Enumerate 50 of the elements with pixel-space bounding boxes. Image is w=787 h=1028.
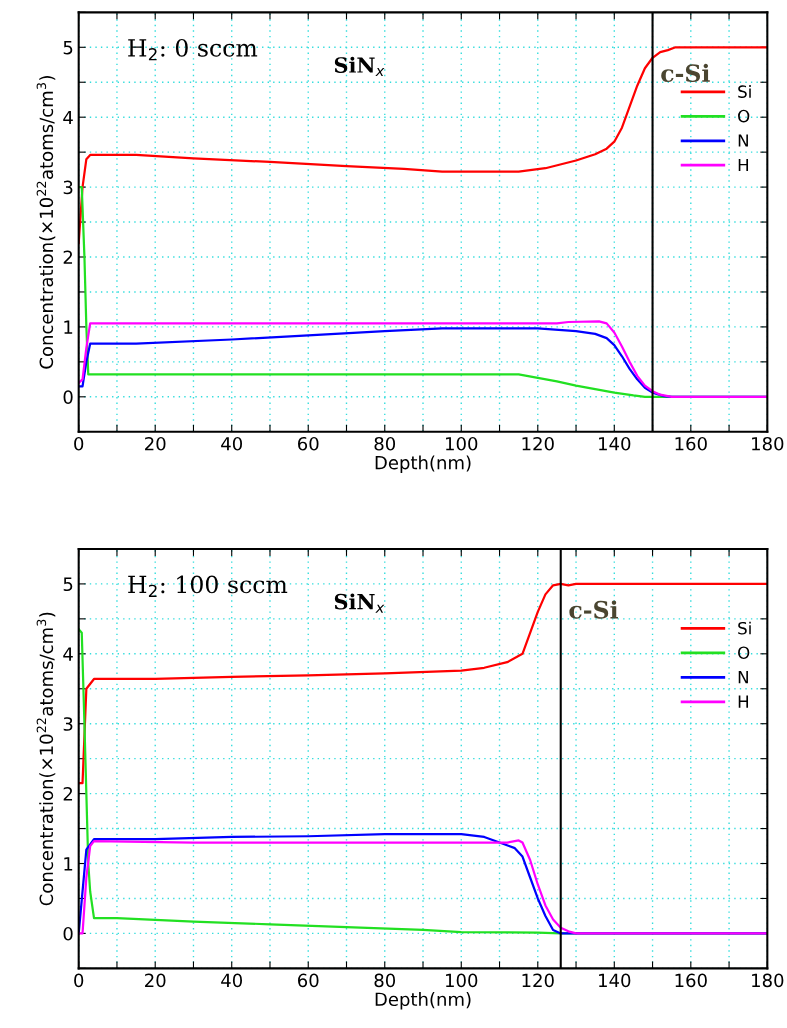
x-tick-label: 160 bbox=[675, 436, 707, 451]
legend-label: H bbox=[738, 158, 749, 172]
x-tick-label: 40 bbox=[221, 973, 243, 988]
x-tick-label: 60 bbox=[298, 436, 319, 451]
y-tick-label: 0 bbox=[63, 926, 73, 941]
x-axis-title: Depth(nm) bbox=[375, 455, 471, 473]
x-tick-label: 180 bbox=[752, 436, 784, 451]
y-tick-label: 4 bbox=[63, 110, 73, 125]
x-tick-label: 60 bbox=[298, 973, 319, 988]
annotation: SiN$_{x}$ bbox=[334, 593, 385, 613]
y-tick-label: 2 bbox=[63, 250, 73, 264]
annotation: H$_{2}$: 100 sccm bbox=[128, 575, 288, 597]
annotation: H$_{2}$: 0 sccm bbox=[128, 38, 258, 61]
y-tick-label: 3 bbox=[63, 180, 73, 195]
annotation: SiN$_{x}$ bbox=[334, 56, 385, 77]
x-tick-label: 40 bbox=[221, 436, 243, 451]
y-tick-label: 1 bbox=[64, 857, 73, 871]
legend-label: O bbox=[738, 109, 750, 123]
y-axis-title: Concentration(×10$^{22}$atoms/cm$^{3}$) bbox=[36, 612, 56, 906]
legend-label: H bbox=[738, 695, 749, 708]
x-tick-label: 180 bbox=[752, 973, 784, 988]
x-tick-label: 100 bbox=[446, 973, 478, 988]
x-tick-label: 160 bbox=[675, 973, 707, 988]
y-tick-label: 0 bbox=[63, 390, 73, 404]
x-tick-label: 20 bbox=[145, 436, 166, 451]
legend-label: O bbox=[738, 646, 750, 659]
x-tick-label: 0 bbox=[74, 436, 84, 451]
x-tick-label: 100 bbox=[446, 436, 478, 451]
ref-line-label: c-Si bbox=[661, 63, 710, 83]
y-tick-label: 2 bbox=[63, 787, 73, 801]
y-axis-title: Concentration(×10$^{22}$atoms/cm$^{3}$) bbox=[36, 76, 56, 369]
x-tick-label: 120 bbox=[522, 973, 554, 988]
x-tick-label: 140 bbox=[599, 973, 631, 988]
x-tick-label: 80 bbox=[374, 973, 396, 988]
legend-label: N bbox=[738, 671, 748, 684]
x-axis-title: Depth(nm) bbox=[375, 992, 471, 1010]
legend-label: Si bbox=[738, 621, 751, 635]
y-tick-label: 5 bbox=[63, 40, 73, 55]
x-tick-label: 120 bbox=[522, 436, 554, 451]
x-tick-label: 80 bbox=[374, 436, 396, 451]
y-tick-label: 1 bbox=[64, 320, 73, 334]
legend-label: Si bbox=[738, 85, 751, 98]
y-tick-label: 3 bbox=[63, 717, 73, 731]
x-tick-label: 20 bbox=[145, 973, 166, 988]
ref-line-label: c-Si bbox=[569, 600, 618, 619]
x-tick-label: 140 bbox=[599, 436, 631, 451]
y-tick-label: 5 bbox=[63, 577, 73, 592]
legend-label: N bbox=[738, 134, 748, 147]
y-tick-label: 4 bbox=[63, 647, 73, 661]
x-tick-label: 0 bbox=[74, 973, 84, 988]
